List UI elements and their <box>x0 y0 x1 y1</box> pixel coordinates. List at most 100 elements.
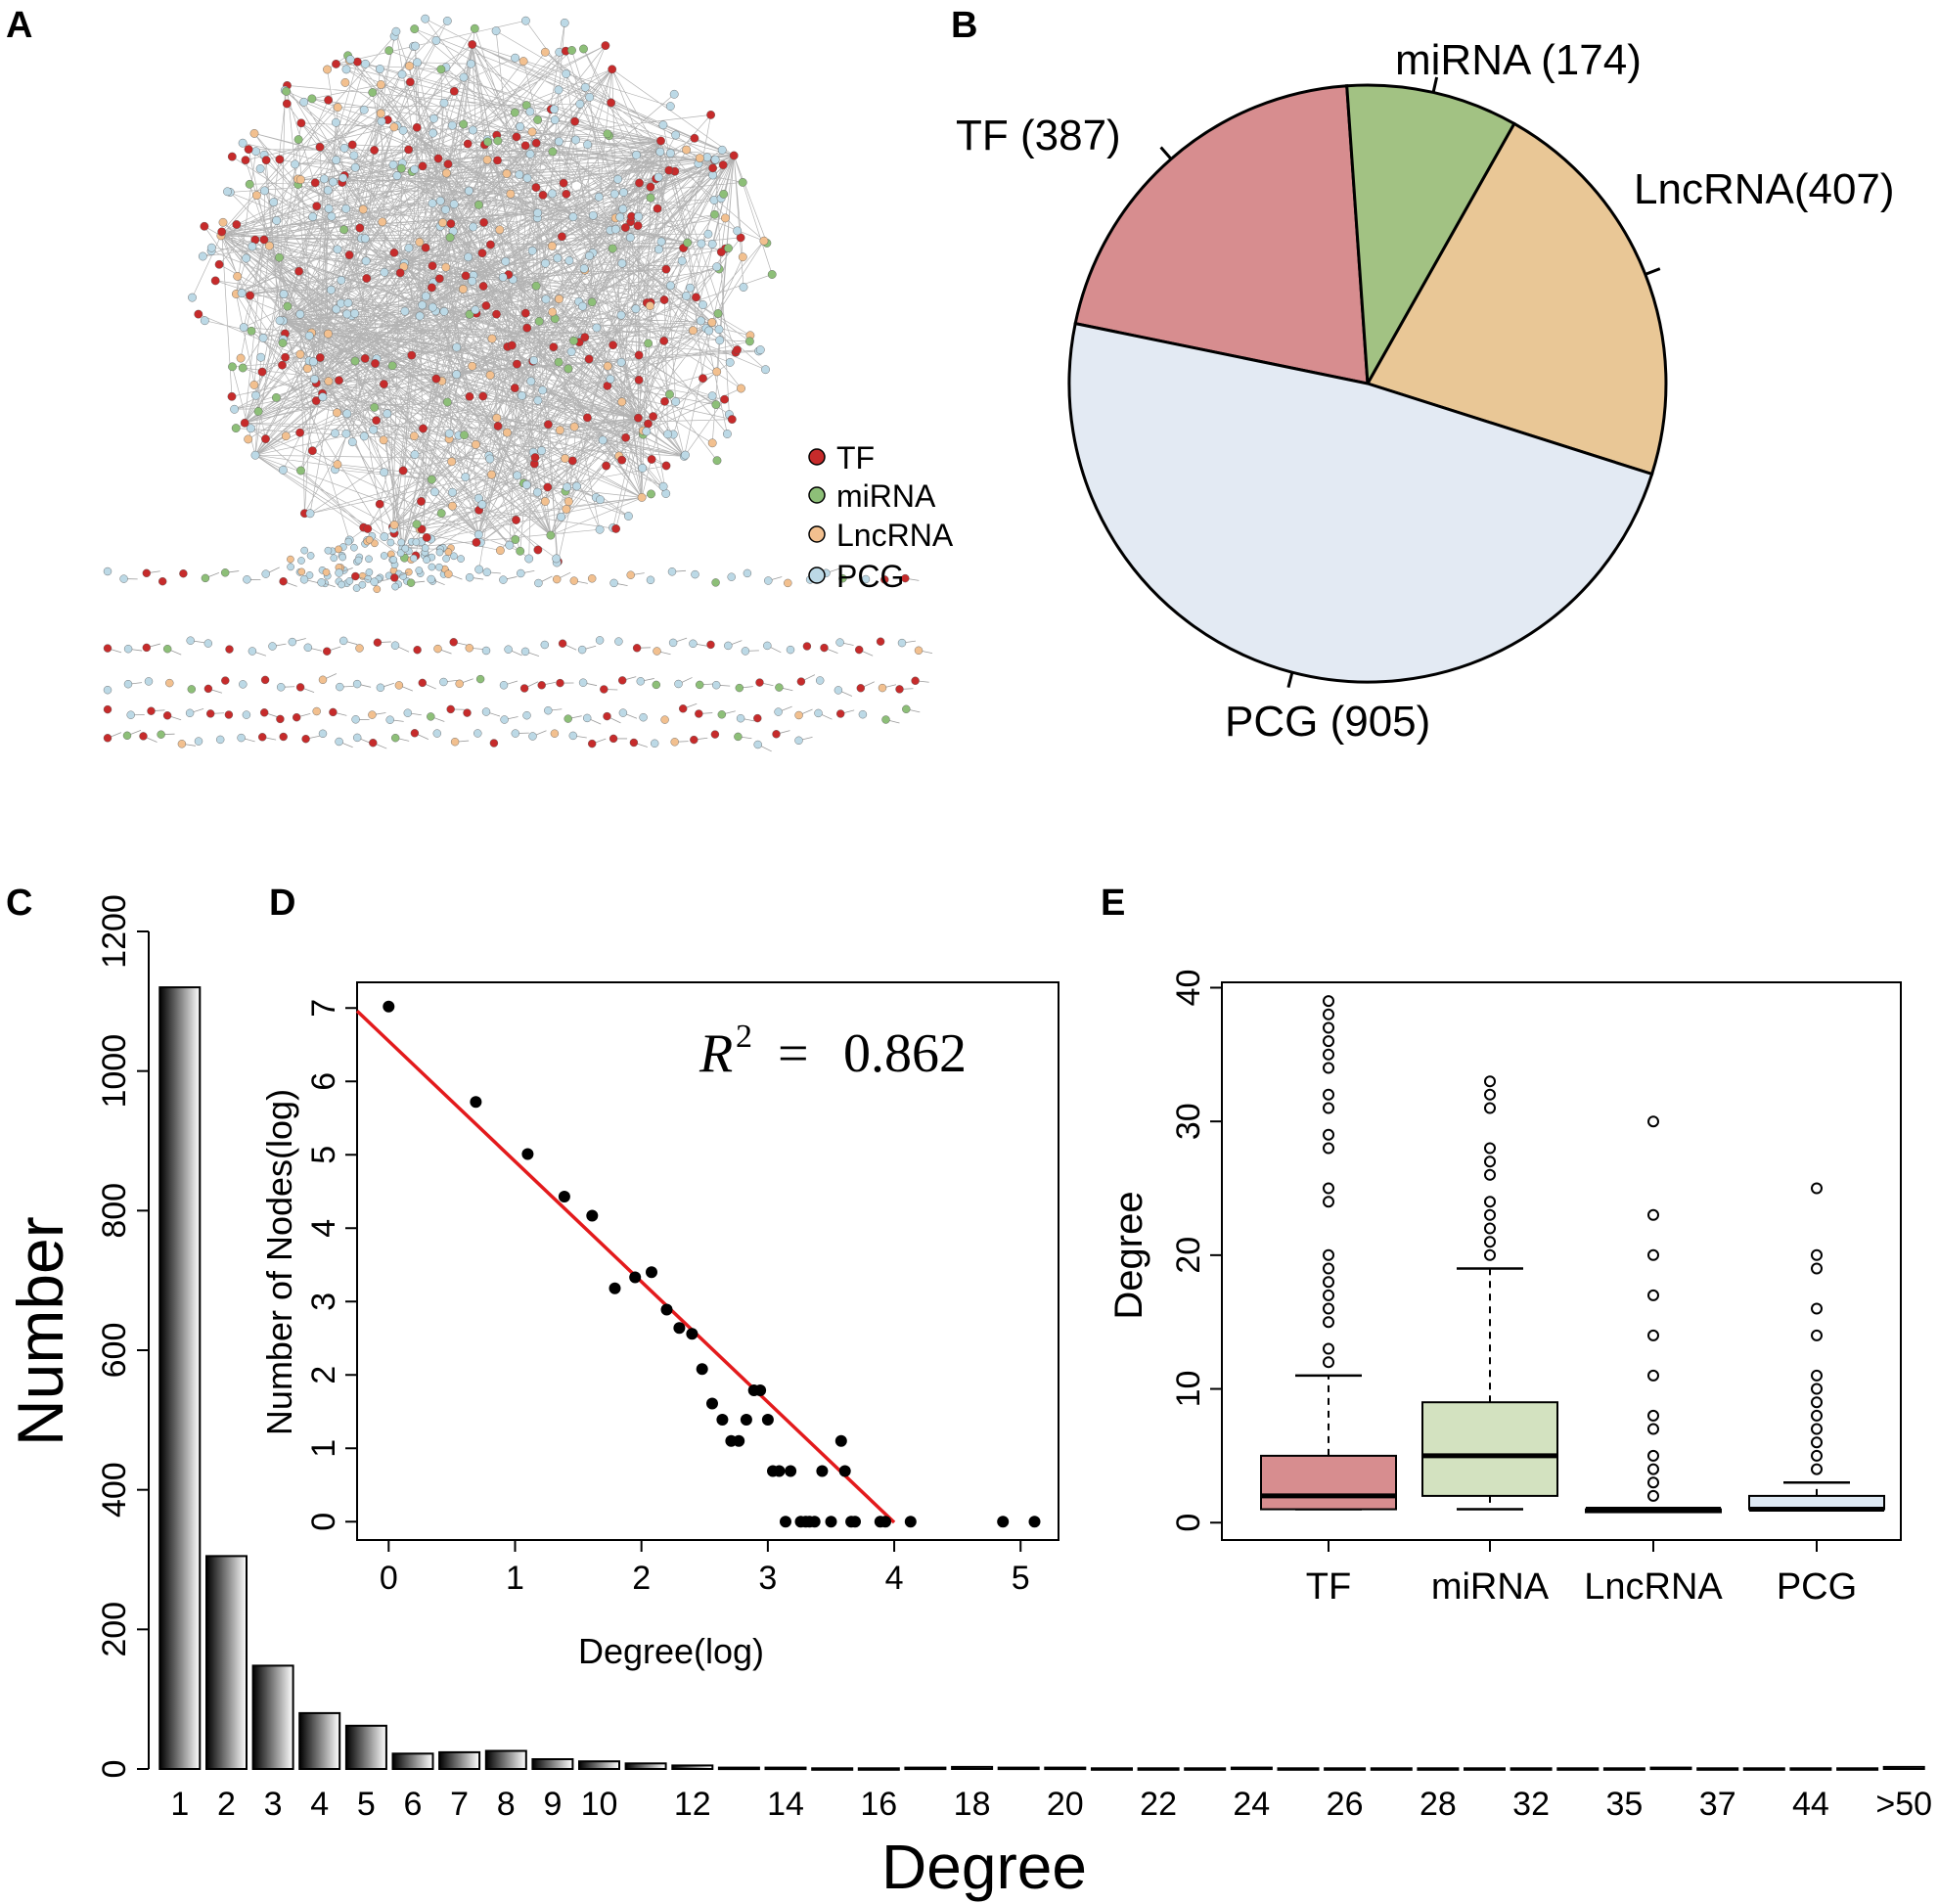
box-outlier <box>1484 1168 1496 1181</box>
scatter-point <box>673 1322 686 1335</box>
scatter-y-tick-label: 3 <box>305 1292 342 1311</box>
panel-label-b: B <box>951 5 977 46</box>
scatter-x-tick-label: 0 <box>380 1560 398 1597</box>
hist-x-tick-label: 12 <box>674 1786 711 1823</box>
panel-label-a: A <box>6 5 32 46</box>
legend-swatch-mirna <box>808 486 826 504</box>
scatter-y-axis-title: Number of Nodes(log) <box>259 1089 299 1435</box>
boxplot-y-tick-label: 10 <box>1170 1371 1207 1408</box>
hist-x-tick-label: 9 <box>543 1786 562 1823</box>
hist-bar <box>1417 1767 1460 1771</box>
hist-y-tick-label: 600 <box>96 1323 133 1379</box>
box-outlier <box>1647 1409 1659 1422</box>
legend-label-pcg: PCG <box>836 559 904 594</box>
box-outlier <box>1484 1196 1496 1208</box>
hist-bar <box>344 1724 387 1771</box>
scatter-point <box>997 1516 1010 1528</box>
hist-x-tick-label: 14 <box>767 1786 804 1823</box>
hist-bar <box>1370 1767 1413 1771</box>
hist-x-tick-label: 5 <box>357 1786 376 1823</box>
box-outlier <box>1323 1262 1334 1275</box>
pie-label-pcg: PCG (905) <box>1225 698 1430 746</box>
scatter-y-tick-label: 2 <box>305 1366 342 1384</box>
hist-bar <box>624 1762 667 1771</box>
scatter-point <box>761 1414 774 1426</box>
hist-bar <box>764 1766 807 1771</box>
network-nodes <box>188 14 777 594</box>
hist-x-tick-label: 4 <box>310 1786 329 1823</box>
panel-label-d: D <box>269 883 295 924</box>
box-outlier <box>1811 1396 1823 1409</box>
hist-bar <box>1882 1765 1925 1771</box>
boxplot-y-tick-label: 0 <box>1170 1514 1207 1532</box>
boxplot-x-tick-label: PCG <box>1777 1566 1857 1608</box>
boxplot-x-tick-label: miRNA <box>1431 1566 1550 1608</box>
boxplot-y-axis-title: Degree <box>1107 1191 1150 1319</box>
box-outlier <box>1811 1302 1823 1315</box>
box-group-mirna: miRNA <box>1421 1075 1558 1608</box>
hist-x-tick-label: 18 <box>954 1786 991 1823</box>
box-outlier <box>1323 1196 1334 1208</box>
hist-bar <box>1324 1767 1367 1771</box>
box-group-lncrna: LncRNA <box>1584 1115 1723 1608</box>
hist-x-tick-label: 22 <box>1140 1786 1177 1823</box>
box-outlier <box>1647 1289 1659 1301</box>
box-outlier <box>1484 1088 1496 1101</box>
r2-exponent: 2 <box>736 1019 752 1055</box>
r2-equals: = <box>778 1023 809 1084</box>
boxplot-y-tick-label: 30 <box>1170 1103 1207 1140</box>
degree-histogram: 1 2 3 4 5 6 7 8 9 10 12 14 16 18 20 22 24 26 28 32 35 37 44 >50… <box>96 894 1932 1823</box>
scatter-point <box>780 1516 791 1528</box>
hist-x-tick-label: 37 <box>1699 1786 1736 1823</box>
box-outlier <box>1647 1449 1659 1462</box>
box-outlier <box>1323 1342 1334 1355</box>
hist-bar <box>298 1711 341 1771</box>
hist-bar <box>1464 1767 1506 1771</box>
hist-bar <box>438 1750 481 1771</box>
hist-bar <box>158 986 202 1770</box>
network-legend: TF miRNA LncRNA PCG <box>808 440 954 594</box>
box-outlier <box>1484 1222 1496 1235</box>
scatter-point <box>706 1397 718 1410</box>
scatter-plot-frame <box>356 981 1059 1541</box>
scatter-x-tick-label: 4 <box>885 1560 904 1597</box>
scatter-point <box>754 1384 767 1396</box>
legend-swatch-lncrna <box>808 525 826 543</box>
hist-y-axis-title: Number <box>4 1216 76 1446</box>
hist-y-tick-label: 800 <box>96 1183 133 1239</box>
box-outlier <box>1323 1048 1334 1061</box>
scatter-point <box>733 1434 745 1447</box>
hist-bar <box>671 1764 714 1771</box>
scatter-y-tick-label: 4 <box>305 1219 342 1238</box>
pie-label-tf: TF (387) <box>956 112 1121 159</box>
hist-y-tick-label: 400 <box>96 1462 133 1518</box>
hist-bar <box>1277 1767 1320 1771</box>
box-outlier <box>1647 1329 1659 1341</box>
hist-x-tick-label: 8 <box>497 1786 516 1823</box>
legend-label-mirna: miRNA <box>836 478 936 514</box>
degree-boxplot: 0 10 20 30 40 TF miRNA LncRNA PCG <box>1170 970 1885 1608</box>
scatter-point <box>696 1363 708 1376</box>
network-graph <box>103 14 933 752</box>
boxplot-frame <box>1221 981 1902 1541</box>
box-outlier <box>1484 1208 1496 1221</box>
box-outlier <box>1484 1156 1496 1168</box>
scatter-point <box>383 1000 395 1013</box>
hist-bar <box>1510 1767 1553 1771</box>
box-outlier <box>1647 1423 1659 1435</box>
box-outlier <box>1323 1062 1334 1074</box>
box-iqr <box>1260 1454 1397 1511</box>
legend-swatch-tf <box>808 448 826 466</box>
box-outlier <box>1323 1356 1334 1369</box>
box-outlier <box>1484 1075 1496 1088</box>
box-outlier <box>1647 1369 1659 1382</box>
hist-x-tick-label: 16 <box>860 1786 897 1823</box>
hist-x-tick-label: 7 <box>450 1786 469 1823</box>
box-outlier <box>1323 1302 1334 1315</box>
hist-bar <box>997 1766 1040 1771</box>
hist-bar <box>717 1766 760 1771</box>
box-outlier <box>1811 1409 1823 1422</box>
legend-label-lncrna: LncRNA <box>836 518 954 553</box>
legend-swatch-pcg <box>808 567 826 584</box>
